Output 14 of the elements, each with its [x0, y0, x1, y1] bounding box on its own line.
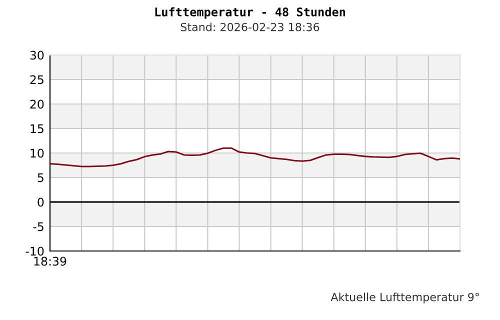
chart-subtitle: Stand: 2026-02-23 18:36 [180, 22, 320, 32]
y-tick-label: 15 [30, 124, 44, 134]
line-series [50, 147, 460, 168]
y-tick-label: 25 [30, 75, 44, 84]
y-tick-label: 30 [30, 50, 44, 60]
text: Aktuelle Lufttemperatur 9° [330, 292, 479, 304]
x-tick-label: 18:39 [34, 256, 66, 266]
y-tick-label: -10 [26, 246, 44, 256]
y-tick-label: 10 [30, 148, 44, 158]
y-tick-label: 5 [38, 173, 44, 182]
y-tick-label: -5 [33, 222, 44, 232]
y-tick-label: 0 [38, 198, 44, 207]
chart-title: Lufttemperatur - 48 Stunden [155, 7, 346, 19]
y-tick-label: 20 [30, 100, 44, 109]
